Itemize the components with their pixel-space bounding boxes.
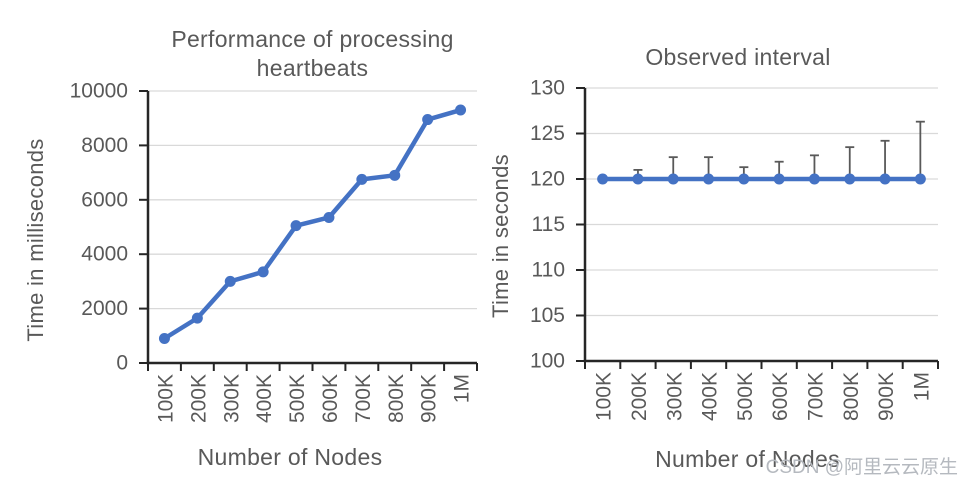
- chart-title-interval: Observed interval: [645, 44, 831, 70]
- svg-text:100K: 100K: [154, 374, 177, 423]
- svg-text:6000: 6000: [81, 188, 128, 211]
- svg-text:200K: 200K: [187, 374, 210, 423]
- svg-text:120: 120: [530, 168, 565, 191]
- x-axis-label-nodes-right: Number of Nodes: [655, 446, 840, 472]
- svg-text:400K: 400K: [253, 374, 276, 423]
- svg-text:130: 130: [530, 77, 565, 100]
- performance-line-plot: 0 2000 4000 6000 8000 10000 100K 200K 300K 400K 50…: [70, 80, 478, 424]
- svg-text:0: 0: [116, 352, 128, 375]
- svg-text:4000: 4000: [81, 243, 128, 266]
- error-bars: [633, 120, 925, 179]
- svg-text:500K: 500K: [734, 372, 757, 421]
- svg-text:125: 125: [530, 122, 565, 145]
- svg-text:10000: 10000: [70, 80, 128, 103]
- tick-labels: 100 105 110 115 120 125 130 100K 200K 300K 400K 500…: [530, 77, 933, 422]
- gridlines: [585, 87, 938, 317]
- svg-text:100K: 100K: [593, 372, 616, 421]
- chart-title-performance: Performance of processing heartbeats: [171, 26, 454, 81]
- svg-text:8000: 8000: [81, 134, 128, 157]
- svg-text:500K: 500K: [286, 374, 309, 423]
- svg-text:600K: 600K: [319, 374, 342, 423]
- chart-observed-interval: 100 105 110 115 120 125 130 100K 200K 300K 400K 500…: [481, 0, 962, 482]
- svg-text:1M: 1M: [910, 372, 933, 401]
- svg-text:300K: 300K: [220, 374, 243, 423]
- svg-text:900K: 900K: [875, 372, 898, 421]
- svg-text:100: 100: [530, 350, 565, 373]
- svg-text:700K: 700K: [804, 372, 827, 421]
- svg-text:800K: 800K: [385, 374, 408, 423]
- y-axis-label-seconds: Time in seconds: [488, 154, 513, 318]
- svg-text:110: 110: [532, 259, 565, 282]
- svg-text:900K: 900K: [418, 374, 441, 423]
- svg-text:1M: 1M: [451, 374, 474, 403]
- axes: [139, 90, 478, 371]
- svg-text:105: 105: [530, 304, 565, 327]
- interval-line-plot: 100 105 110 115 120 125 130 100K 200K 300K 400K 500…: [530, 77, 939, 422]
- axes: [576, 87, 939, 369]
- data-line: [162, 107, 463, 341]
- svg-text:115: 115: [532, 213, 565, 236]
- tick-labels: 0 2000 4000 6000 8000 10000 100K 200K 300K 400K 50…: [70, 80, 474, 424]
- svg-text:2000: 2000: [81, 297, 128, 320]
- data-markers: [158, 104, 467, 345]
- y-axis-label-milliseconds: Time in milliseconds: [23, 138, 48, 342]
- data-markers: [597, 173, 926, 185]
- watermark: CSDN @阿里云云原生: [765, 457, 958, 478]
- chart-performance-heartbeats: 0 2000 4000 6000 8000 10000 100K 200K 300K 400K 50…: [23, 26, 478, 470]
- svg-text:300K: 300K: [663, 372, 686, 421]
- gridlines: [148, 90, 477, 310]
- svg-text:700K: 700K: [352, 374, 375, 423]
- svg-text:400K: 400K: [699, 372, 722, 421]
- svg-text:200K: 200K: [628, 372, 651, 421]
- svg-text:600K: 600K: [769, 372, 792, 421]
- svg-text:800K: 800K: [840, 372, 863, 421]
- x-axis-label-nodes-left: Number of Nodes: [197, 444, 383, 470]
